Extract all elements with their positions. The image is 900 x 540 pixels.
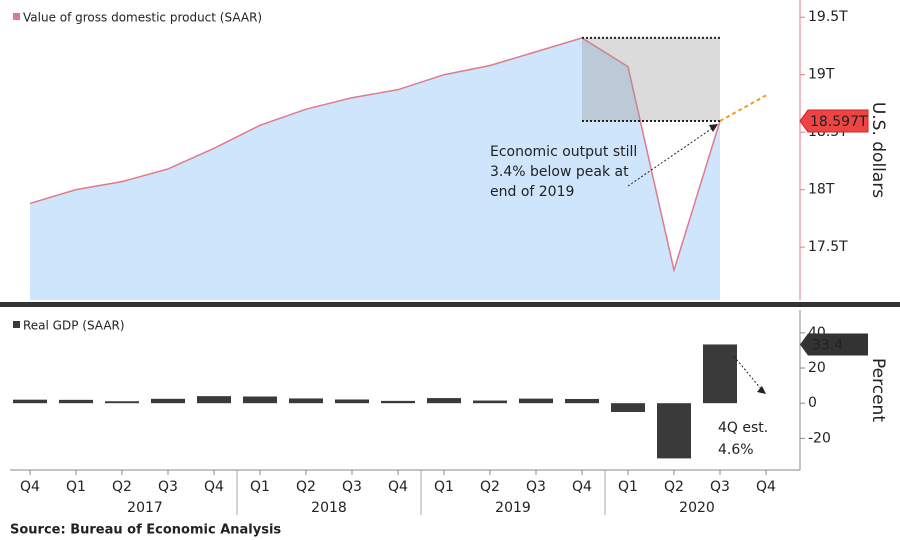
bar bbox=[703, 344, 737, 404]
gdp-line bbox=[29, 37, 721, 274]
x-tick-label: Q4 bbox=[572, 479, 592, 495]
peak-box bbox=[582, 37, 720, 122]
bar bbox=[335, 399, 369, 404]
x-tick-label: Q3 bbox=[710, 479, 730, 495]
y-tick-label: 20 bbox=[808, 360, 826, 376]
annotation-arrow bbox=[733, 356, 763, 391]
bar bbox=[657, 403, 691, 459]
bar bbox=[519, 398, 553, 404]
value-tag-label: 18.597T bbox=[810, 114, 868, 130]
year-label: 2018 bbox=[311, 500, 347, 516]
x-tick-label: Q1 bbox=[618, 479, 638, 495]
bar bbox=[473, 400, 507, 404]
y-tick-label: 19T bbox=[808, 67, 835, 83]
x-tick-label: Q2 bbox=[664, 479, 684, 495]
projection-line bbox=[719, 94, 767, 122]
annotation: 4Q est. 4.6% bbox=[718, 420, 768, 458]
legend-swatch bbox=[13, 13, 20, 20]
x-tick-label: Q3 bbox=[342, 479, 362, 495]
bar bbox=[13, 399, 47, 404]
y-axis-label: U.S. dollars bbox=[868, 102, 888, 198]
legend-label: Value of gross domestic product (SAAR) bbox=[23, 11, 262, 25]
legend-label: Real GDP (SAAR) bbox=[23, 319, 125, 333]
arrow-head bbox=[709, 124, 718, 133]
bar bbox=[59, 399, 93, 404]
x-tick-label: Q4 bbox=[388, 479, 408, 495]
x-tick-label: Q2 bbox=[296, 479, 316, 495]
x-tick-label: Q2 bbox=[112, 479, 132, 495]
annotation-arrow bbox=[627, 126, 715, 187]
x-tick-label: Q2 bbox=[480, 479, 500, 495]
year-label: 2020 bbox=[679, 500, 715, 516]
y-tick-label: 18T bbox=[808, 182, 835, 198]
annotation: Economic output still 3.4% below peak at e… bbox=[490, 144, 637, 200]
panel-separator bbox=[0, 302, 900, 307]
legend-box bbox=[8, 6, 280, 30]
x-tick-label: Q3 bbox=[158, 479, 178, 495]
bar bbox=[151, 398, 185, 404]
bar bbox=[289, 398, 323, 404]
y-axis-label: Percent bbox=[868, 358, 888, 422]
bar bbox=[197, 396, 231, 404]
value-tag bbox=[799, 109, 869, 133]
bar bbox=[611, 403, 645, 412]
source: Source: Bureau of Economic Analysis bbox=[10, 523, 281, 538]
value-tag-label: 33.4 bbox=[812, 337, 843, 353]
x-tick-label: Q4 bbox=[204, 479, 224, 495]
bar bbox=[243, 396, 277, 404]
year-label: 2017 bbox=[127, 500, 163, 516]
y-tick-label: 0 bbox=[808, 395, 817, 411]
bar bbox=[105, 401, 139, 404]
x-tick-label: Q1 bbox=[66, 479, 86, 495]
x-tick-label: Q4 bbox=[20, 479, 40, 495]
x-tick-label: Q1 bbox=[434, 479, 454, 495]
area-fill bbox=[30, 37, 720, 301]
year-label: 2019 bbox=[495, 500, 531, 516]
x-tick-label: Q1 bbox=[250, 479, 270, 495]
legend-swatch bbox=[13, 321, 20, 328]
legend-box bbox=[8, 314, 160, 338]
value-tag bbox=[800, 333, 868, 356]
bar bbox=[427, 398, 461, 404]
y-tick-label: 19.5T bbox=[808, 9, 848, 25]
bar bbox=[381, 400, 415, 404]
arrow-head bbox=[757, 386, 766, 394]
x-tick-label: Q3 bbox=[526, 479, 546, 495]
bar bbox=[565, 398, 599, 404]
x-tick-label: Q4 bbox=[756, 479, 776, 495]
y-tick-label: 17.5T bbox=[808, 239, 848, 255]
y-tick-label: -20 bbox=[808, 430, 831, 446]
